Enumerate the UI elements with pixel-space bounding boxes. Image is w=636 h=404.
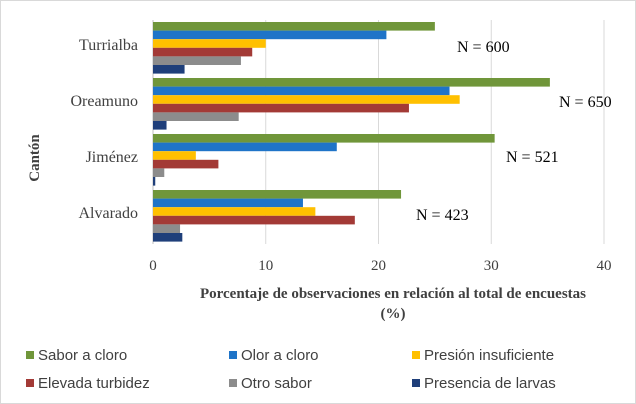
bar-oreamuno-5 [153,121,167,130]
legend-label-2: Presión insuficiente [424,347,554,364]
bar-jiménez-4 [153,168,165,177]
category-label-1: Oreamuno [70,93,138,110]
bar-alvarado-2 [153,207,316,216]
bar-jiménez-1 [153,142,337,152]
x-tick-label-3: 30 [484,258,499,274]
bar-turrialba-0 [153,22,435,31]
x-tick-label-4: 40 [597,258,612,274]
legend-label-5: Presencia de larvas [424,375,556,392]
bar-oreamuno-1 [153,86,450,96]
legend-swatch-4 [229,379,237,387]
legend-swatch-1 [229,351,237,359]
sample-size-label-2: N = 521 [506,149,559,166]
bar-oreamuno-2 [153,95,460,104]
category-label-3: Alvarado [78,205,138,222]
sample-size-label-3: N = 423 [416,207,469,224]
bar-alvarado-4 [153,224,181,233]
y-axis-title: Cantón [27,134,43,182]
bar-turrialba-3 [153,47,253,57]
legend-label-3: Elevada turbidez [38,375,150,392]
legend-swatch-0 [26,351,34,359]
category-label-2: Jiménez [86,149,138,166]
bar-jiménez-2 [153,151,196,160]
bar-turrialba-4 [153,56,241,65]
bar-jiménez-5 [153,177,156,186]
legend-label-4: Otro sabor [241,375,312,392]
sample-size-label-0: N = 600 [457,39,510,56]
bar-jiménez-3 [153,159,219,169]
bar-alvarado-0 [153,190,402,199]
bar-alvarado-1 [153,198,303,208]
sample-size-label-1: N = 650 [559,94,612,111]
x-axis-title-line2: (%) [381,306,406,322]
legend-swatch-5 [412,379,420,387]
bar-jiménez-0 [153,134,495,143]
bar-turrialba-2 [153,39,266,48]
bar-oreamuno-4 [153,112,239,121]
x-tick-label-2: 20 [371,258,386,274]
bar-oreamuno-3 [153,103,409,113]
bar-oreamuno-0 [153,78,550,87]
bar-alvarado-5 [153,233,183,242]
legend-label-0: Sabor a cloro [38,347,127,364]
bar-alvarado-3 [153,215,355,225]
legend-swatch-2 [412,351,420,359]
bar-turrialba-5 [153,65,185,74]
x-tick-label-0: 0 [149,258,157,274]
legend-label-1: Olor a cloro [241,347,319,364]
bar-turrialba-1 [153,30,387,40]
x-axis-title-line1: Porcentaje de observaciones en relación … [200,286,586,302]
category-label-0: Turrialba [79,37,138,54]
x-tick-label-1: 10 [258,258,273,274]
legend-swatch-3 [26,379,34,387]
